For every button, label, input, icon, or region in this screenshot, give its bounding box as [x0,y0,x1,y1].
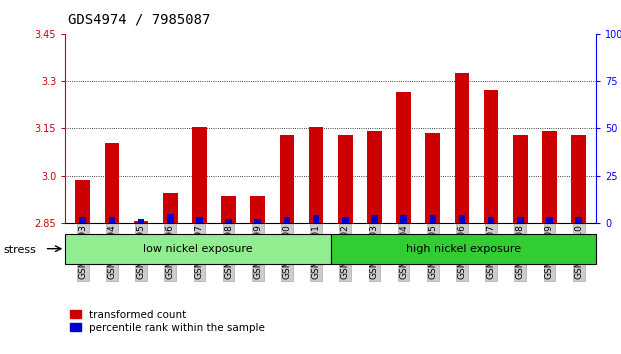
Bar [225,219,232,223]
Bar [342,217,348,223]
Bar [309,127,324,223]
Bar [571,135,586,223]
Text: stress: stress [3,245,36,255]
Bar [79,217,86,223]
Bar [313,216,319,223]
Bar [517,217,524,223]
Bar [459,216,465,223]
Bar [513,135,528,223]
Text: GDS4974 / 7985087: GDS4974 / 7985087 [68,12,211,27]
Bar [338,135,353,223]
Bar [284,217,290,223]
Text: high nickel exposure: high nickel exposure [406,244,521,254]
Bar [488,217,494,223]
Bar [163,193,178,223]
Bar [330,234,596,264]
Bar [279,135,294,223]
Bar [542,131,557,223]
Text: low nickel exposure: low nickel exposure [143,244,253,254]
Bar [484,91,499,223]
Bar [546,217,553,223]
Bar [255,219,261,223]
Bar [367,131,382,223]
Bar [65,234,330,264]
Bar [371,216,378,223]
Bar [250,196,265,223]
Bar [221,196,236,223]
Bar [455,73,469,223]
Legend: transformed count, percentile rank within the sample: transformed count, percentile rank withi… [70,310,265,333]
Bar [75,181,90,223]
Bar [192,127,207,223]
Bar [167,213,173,223]
Bar [134,222,148,223]
Bar [576,217,582,223]
Bar [425,133,440,223]
Bar [196,217,202,223]
Bar [430,216,436,223]
Bar [401,216,407,223]
Bar [109,217,115,223]
Bar [396,92,411,223]
Bar [104,143,119,223]
Bar [138,219,144,223]
